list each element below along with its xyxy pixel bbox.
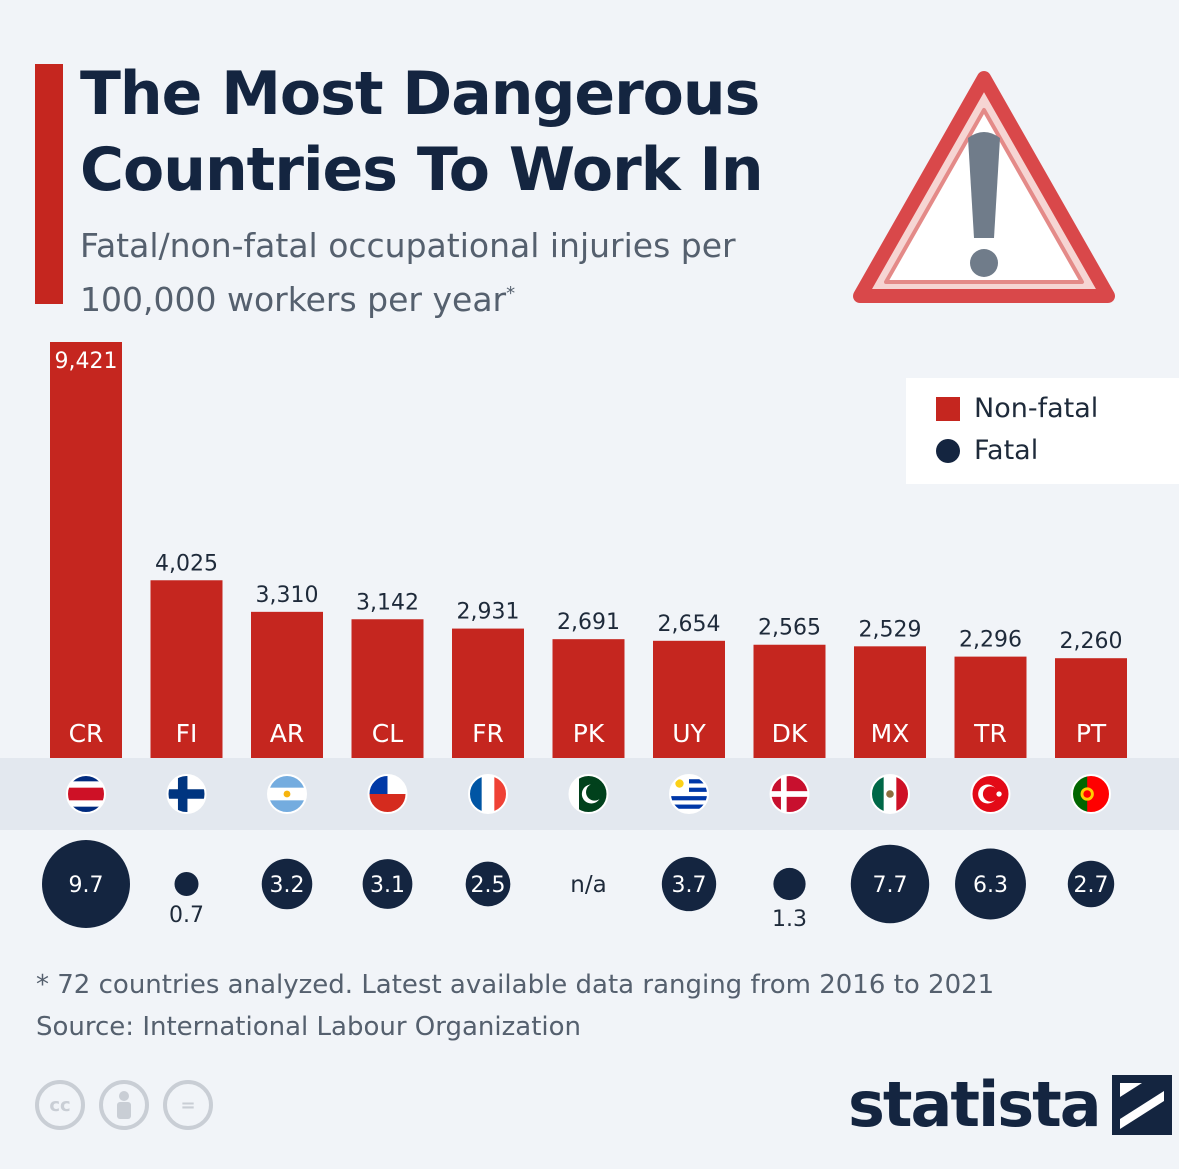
bar-ar — [251, 611, 323, 758]
flag-pk-icon — [569, 775, 608, 813]
bar-cr — [50, 342, 122, 758]
flag-outline — [267, 774, 307, 814]
bar-uy — [653, 640, 725, 758]
flag-outline — [66, 774, 106, 814]
category-label: UY — [672, 719, 706, 748]
legend: Non-fatal Fatal — [906, 378, 1179, 484]
fatal-bubble-pt — [1067, 860, 1115, 908]
category-label: TR — [973, 719, 1007, 748]
category-label: AR — [270, 719, 304, 748]
flag-fi-icon — [167, 775, 206, 813]
flag-dk-icon — [770, 775, 809, 813]
bar-value-label: 2,296 — [959, 628, 1022, 653]
fatal-bubble-cl — [362, 859, 413, 909]
footnote-source: Source: International Labour Organizatio… — [36, 1012, 582, 1042]
cc-icon: cc — [35, 1080, 85, 1130]
bar-value-label: 2,529 — [859, 617, 922, 642]
bar-tr — [954, 656, 1027, 758]
fatal-bubble-mx — [850, 844, 930, 924]
bar-value-label: 3,142 — [356, 590, 419, 615]
flag-outline — [1071, 774, 1111, 814]
flag-outline — [870, 774, 910, 814]
flag-outline — [568, 774, 609, 814]
nonfatal-swatch — [936, 396, 960, 421]
bar-chart: 9,421 CR 9.7 4,025 FI 0.7 3,310 AR 3.2 3,142 CL 3.1… — [0, 342, 1179, 932]
chart-subtitle: Fatal/non-fatal occupational injuries pe… — [80, 222, 780, 324]
category-label: FR — [472, 719, 504, 748]
bar-value-label: 9,421 — [55, 349, 118, 374]
bar-value-label: 2,691 — [557, 610, 620, 635]
fatal-value-label: 6.3 — [973, 873, 1008, 898]
category-label: PT — [1076, 719, 1107, 748]
bar-value-label: 3,310 — [256, 583, 319, 608]
flag-uy-icon — [670, 775, 708, 813]
fatal-bubble-uy — [661, 856, 717, 912]
fatal-bubble-dk — [773, 867, 806, 901]
bar-value-label: 2,931 — [457, 600, 520, 625]
statista-logo: statista — [848, 1068, 1172, 1141]
footnote-note: * 72 countries analyzed. Latest availabl… — [36, 970, 995, 1000]
subtitle-footnote-mark: * — [506, 283, 516, 304]
fatal-bubble-fi — [174, 872, 199, 896]
bar-fr — [452, 628, 524, 758]
category-label: DK — [772, 719, 808, 748]
legend-label-fatal: Fatal — [974, 435, 1039, 466]
legend-item-nonfatal: Non-fatal — [936, 393, 1098, 424]
category-label: FI — [176, 719, 198, 748]
fatal-value-label: 3.7 — [672, 873, 707, 898]
bar-pt — [1055, 658, 1127, 758]
category-label: CR — [69, 719, 104, 748]
fatal-value-label: 3.1 — [370, 873, 405, 898]
license-icons: cc = — [35, 1080, 213, 1130]
fatal-bubble-ar — [261, 858, 313, 910]
title-accent-bar — [35, 64, 63, 304]
bar-pk — [552, 639, 625, 758]
flag-pt-icon — [1072, 775, 1110, 813]
legend-label-nonfatal: Non-fatal — [974, 393, 1099, 424]
flag-outline — [970, 774, 1011, 814]
flag-outline — [367, 774, 408, 814]
statista-mark-icon — [1111, 1074, 1172, 1135]
nd-icon: = — [163, 1080, 213, 1130]
footnote: * 72 countries analyzed. Latest availabl… — [36, 964, 994, 1048]
flag-outline — [166, 774, 207, 814]
fatal-value-label: 7.7 — [873, 873, 908, 898]
fatal-bubble-cr — [42, 840, 130, 928]
fatal-value-label: 9.7 — [69, 873, 104, 898]
bar-value-label: 2,565 — [758, 616, 821, 641]
fatal-bubble-fr — [465, 861, 511, 907]
fatal-value-label: 2.5 — [471, 873, 506, 898]
category-label: PK — [573, 719, 605, 748]
bar-value-label: 2,654 — [658, 612, 721, 637]
brand-name: statista — [848, 1068, 1102, 1141]
flag-cr-icon — [67, 775, 105, 813]
fatal-value-label: 1.3 — [772, 907, 807, 932]
fatal-value-label: 0.7 — [169, 903, 204, 928]
chart-title: The Most Dangerous Countries To Work In — [80, 59, 764, 205]
category-label: MX — [871, 719, 910, 748]
fatal-value-label: n/a — [570, 872, 606, 898]
fatal-value-label: 2.7 — [1074, 873, 1109, 898]
person-icon — [117, 1091, 131, 1119]
warning-sign-icon — [853, 71, 1115, 303]
subtitle-text: Fatal/non-fatal occupational injuries pe… — [80, 226, 736, 319]
flag-fr-icon — [469, 775, 507, 813]
flag-outline — [769, 774, 810, 814]
bar-dk — [753, 644, 826, 758]
flag-outline — [669, 774, 709, 814]
flag-tr-icon — [971, 775, 1010, 813]
legend-item-fatal: Fatal — [936, 435, 1038, 466]
bar-mx — [854, 646, 926, 758]
fatal-swatch — [936, 438, 960, 463]
bar-value-label: 4,025 — [155, 551, 218, 576]
bar-fi — [150, 580, 223, 758]
fatal-bubble-tr — [955, 848, 1026, 920]
by-icon — [99, 1080, 149, 1130]
bar-cl — [351, 619, 424, 758]
category-label: CL — [372, 719, 403, 748]
fatal-value-label: 3.2 — [270, 873, 305, 898]
flag-outline — [468, 774, 508, 814]
bar-value-label: 2,260 — [1060, 629, 1123, 654]
